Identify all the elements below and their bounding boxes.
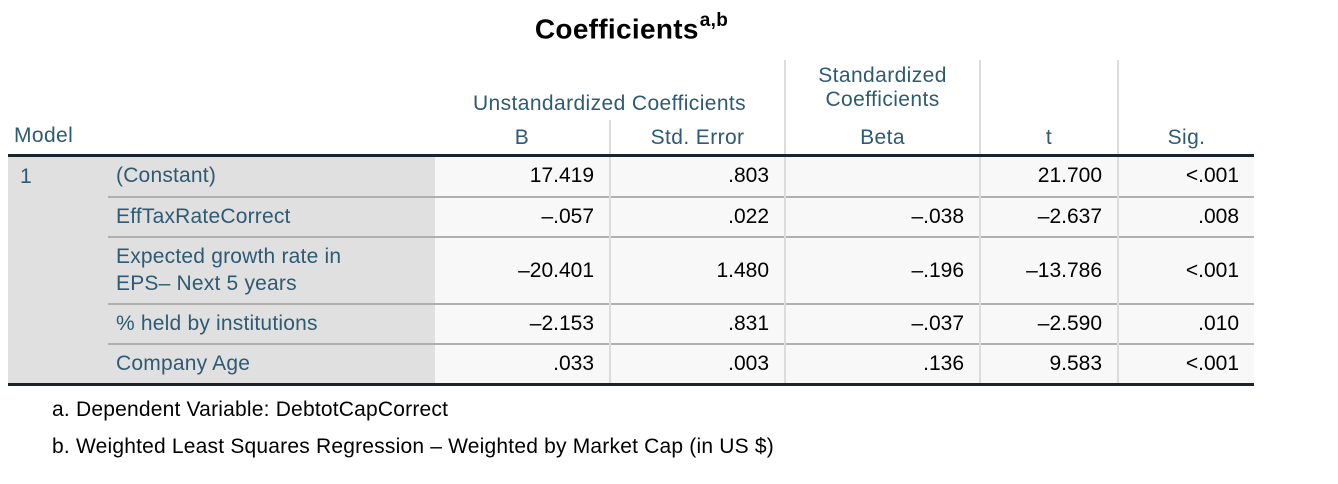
value-std-error: 1.480 [609, 236, 786, 304]
table-header: Model Unstandardized Coefficients Standa… [8, 60, 1255, 157]
value-beta: .136 [784, 343, 981, 387]
header-unstandardized-coefficients-group: Unstandardized Coefficients [435, 60, 786, 120]
value-sig: <.001 [1117, 236, 1255, 304]
value-sig: .008 [1117, 195, 1255, 238]
value-t: –2.637 [979, 195, 1119, 238]
predictor-label: (Constant) [108, 155, 436, 197]
table-title-text: Coefficients [534, 13, 699, 45]
table-row: % held by institutions –2.153 .831 –.037… [8, 302, 1255, 344]
value-std-error: .803 [609, 155, 786, 197]
header-spacer-t [980, 60, 1119, 120]
header-standardized-coefficients-group: Standardized Coefficients [784, 60, 982, 120]
value-t: 21.700 [979, 155, 1119, 197]
value-std-error: .003 [609, 343, 786, 387]
table-title-footnote-marks: a,b [699, 10, 729, 31]
predictor-label: Expected growth rate in EPS– Next 5 year… [108, 236, 436, 304]
value-beta: –.037 [784, 302, 981, 344]
value-b: –2.153 [435, 302, 611, 344]
value-t: 9.583 [979, 343, 1119, 387]
value-b: –.057 [435, 195, 611, 238]
value-b: –20.401 [435, 236, 611, 304]
value-sig: <.001 [1117, 155, 1255, 197]
coefficients-table: Model Unstandardized Coefficients Standa… [8, 60, 1255, 387]
header-std-error: Std. Error [609, 120, 786, 157]
value-b: .033 [435, 343, 611, 387]
table-row: EffTaxRateCorrect –.057 .022 –.038 –2.63… [8, 195, 1255, 238]
table-row: Expected growth rate in EPS– Next 5 year… [8, 236, 1255, 304]
header-beta: Beta [784, 120, 982, 157]
table-title: Coefficientsa,b [8, 0, 1254, 48]
table-row: 1 (Constant) 17.419 .803 21.700 <.001 [8, 155, 1255, 387]
table-body: 1 (Constant) 17.419 .803 21.700 <.001 Ef… [8, 155, 1255, 387]
header-b: B [435, 120, 611, 157]
value-beta: –.038 [784, 195, 981, 238]
value-std-error: .831 [609, 302, 786, 344]
value-sig: <.001 [1117, 343, 1255, 387]
value-std-error: .022 [609, 195, 786, 238]
value-beta: –.196 [784, 236, 981, 304]
value-b: 17.419 [435, 155, 611, 197]
value-t: –2.590 [979, 302, 1119, 344]
footnote-a: a. Dependent Variable: DebtotCapCorrect [52, 398, 449, 422]
table-footnotes: a. Dependent Variable: DebtotCapCorrect … [52, 398, 1254, 459]
value-beta [784, 155, 981, 197]
predictor-label: EffTaxRateCorrect [108, 195, 436, 238]
model-number-cell: 1 [8, 155, 108, 387]
header-sig: Sig. [1117, 120, 1255, 157]
header-spacer-sig [1117, 60, 1255, 120]
value-sig: .010 [1117, 302, 1255, 344]
header-model: Model [8, 60, 436, 157]
table-row: Company Age .033 .003 .136 9.583 <.001 [8, 343, 1255, 387]
value-t: –13.786 [979, 236, 1119, 304]
predictor-label: % held by institutions [108, 302, 436, 344]
header-t: t [980, 120, 1119, 157]
predictor-label: Company Age [108, 343, 436, 387]
footnote-b: b. Weighted Least Squares Regression – W… [52, 435, 774, 459]
